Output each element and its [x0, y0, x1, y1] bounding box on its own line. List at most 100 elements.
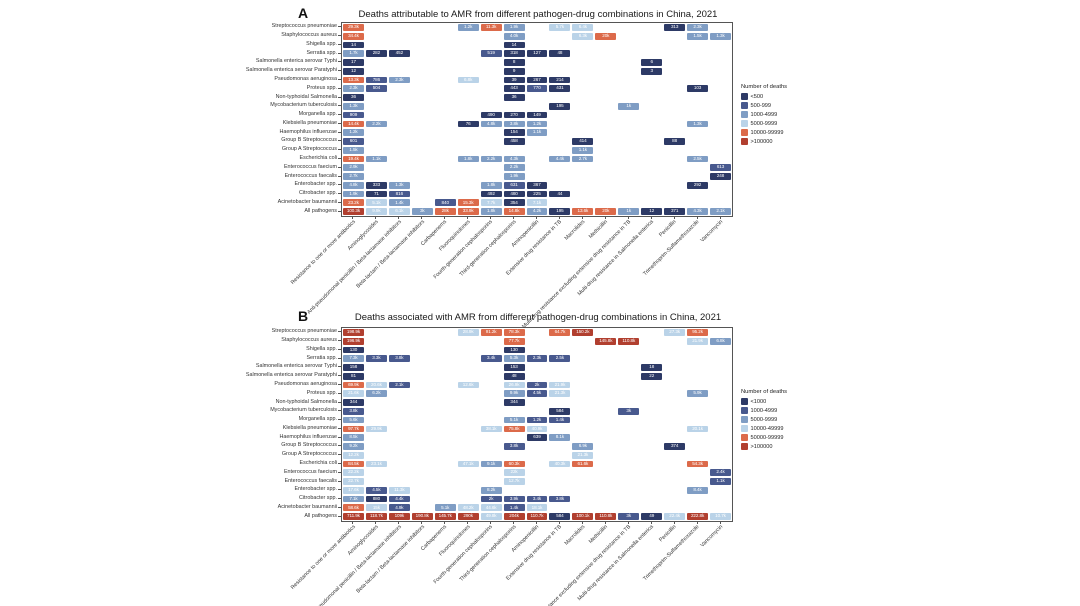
heatmap-cell: 17.6k	[343, 486, 364, 494]
heatmap-cell: 367	[526, 181, 548, 189]
heatmap-cell: 2.9k	[343, 164, 364, 172]
row-label: All pathogens	[304, 512, 337, 519]
x-axis-tick	[467, 216, 468, 219]
heatmap-cell: 34.4k	[343, 32, 364, 40]
heatmap-cell: 12.7k	[503, 478, 525, 485]
heatmap-cell: 4.4k	[388, 495, 410, 503]
row-label: Group A Streptococcus	[281, 451, 337, 458]
heatmap-cell: 290k	[457, 513, 479, 520]
heatmap-panel-a: 29.3k 1.2k 11.3k 1.9k 5.7k 6.4k 313 2.3k 34.4k 4.…	[341, 22, 733, 217]
heatmap-cell: 1.5k	[343, 146, 364, 154]
y-axis-tick	[338, 462, 341, 464]
heatmap-cell: 770	[526, 85, 548, 93]
y-axis-tick	[338, 175, 341, 177]
y-axis-tick	[338, 105, 341, 106]
row-label: Citrobacter spp.	[298, 190, 337, 197]
legend-swatch	[741, 416, 748, 423]
legend-swatch	[741, 425, 748, 432]
row-label: Shigella spp.	[306, 345, 337, 352]
heatmap-cell: 22k	[503, 469, 525, 477]
x-axis-tick	[650, 216, 652, 219]
legend-label: 10000-99999	[750, 129, 784, 136]
row-label: Morganella spp.	[298, 416, 337, 423]
y-axis-tick	[338, 340, 341, 341]
heatmap-cell: 61.6k	[572, 460, 594, 468]
y-axis-tick	[338, 419, 341, 420]
y-axis-tick	[338, 122, 341, 124]
heatmap-cell: 36	[343, 94, 364, 101]
heatmap-cell: 490	[480, 111, 502, 119]
heatmap-cell: 2.7k	[572, 155, 594, 163]
y-axis-tick	[338, 79, 341, 80]
y-axis-tick	[338, 35, 341, 36]
heatmap-cell: 1.9k	[343, 190, 364, 198]
heatmap-cell: 3.8k	[549, 495, 571, 503]
legend-entry: 1000-4999	[741, 110, 787, 119]
heatmap-cell: 1.4k	[549, 416, 571, 424]
heatmap-cell: 100.1k	[572, 513, 594, 520]
legend-panel-a: Number of deaths <500 500-999 1000-4999 500…	[741, 84, 787, 146]
x-axis-tick	[375, 521, 376, 524]
heatmap-cell: 3.8k	[503, 443, 525, 450]
x-axis-tick	[490, 521, 491, 524]
heatmap-cell: 2.2k	[480, 155, 502, 163]
heatmap-cell: 7.3k	[343, 355, 364, 363]
legend-entry: 5000-9999	[741, 119, 787, 128]
row-label: Serratia spp.	[306, 49, 337, 56]
heatmap-cell: 195	[549, 208, 571, 215]
heatmap-cell: 4.0k	[503, 32, 525, 40]
legend-entry: <500	[741, 92, 787, 101]
heatmap-cell: 9.1k	[480, 460, 502, 468]
heatmap-cell: 69.9k	[343, 381, 364, 389]
legend-swatch	[741, 120, 748, 127]
heatmap-cell: 204k	[503, 513, 525, 520]
row-label: Mycobacterium tuberculosis	[270, 407, 337, 414]
row-label: Salmonella enterica serovar Paratyphi	[245, 372, 337, 379]
heatmap-cell: 222.8k	[687, 513, 709, 520]
y-axis-tick	[338, 201, 341, 203]
heatmap-cell: 103	[687, 85, 709, 93]
heatmap-cell: 2.4k	[710, 469, 731, 477]
heatmap-cell: 145.7k	[434, 513, 456, 520]
heatmap-cell: 48.2k	[457, 504, 479, 512]
y-axis-tick	[338, 384, 341, 385]
heatmap-cell: 12.6k	[457, 381, 479, 389]
heatmap-cell: 78.3k	[503, 329, 525, 336]
heatmap-cell: 371	[664, 208, 686, 215]
y-axis-tick	[338, 489, 341, 490]
y-axis-tick	[338, 149, 341, 150]
heatmap-cell: 76	[457, 120, 479, 128]
heatmap-cell: 4.9k	[388, 504, 410, 512]
y-axis-tick	[338, 410, 341, 411]
row-label: Citrobacter spp.	[298, 495, 337, 502]
x-axis-tick	[352, 216, 353, 219]
legend-swatch	[741, 443, 748, 450]
legend-entry: 10000-49999	[741, 424, 787, 433]
heatmap-cell: 6.9k	[572, 443, 594, 450]
heatmap-cell: 1.8k	[480, 181, 502, 189]
panel-a-title: Deaths attributable to AMR from differen…	[358, 9, 718, 20]
legend-label: 50000-99999	[750, 434, 784, 441]
row-label: Enterococcus faecium	[283, 163, 337, 170]
heatmap-cell: 12.2k	[343, 451, 364, 459]
heatmap-cell: 2.1k	[710, 208, 731, 215]
heatmap-cell: 354	[503, 199, 525, 207]
heatmap-cell: 8	[503, 59, 525, 66]
heatmap-cell: 145.8k	[595, 337, 617, 345]
y-axis-tick	[338, 436, 341, 438]
legend-swatch	[741, 102, 748, 109]
heatmap-cell: 5.1k	[434, 504, 456, 512]
heatmap-cell: 4.3k	[687, 208, 709, 215]
heatmap-cell: 1.9k	[503, 173, 525, 180]
heatmap-cell: 6.1k	[388, 208, 410, 215]
heatmap-cell: 84.5k	[343, 460, 364, 468]
row-label: Enterobacter spp.	[294, 181, 337, 188]
heatmap-cell: 14.8k	[503, 208, 525, 215]
y-axis-tick	[338, 445, 341, 446]
heatmap-cell: 3.8k	[388, 355, 410, 363]
heatmap-cell: 8.1k	[549, 434, 571, 442]
heatmap-cell: 214	[549, 76, 571, 84]
x-axis-tick	[421, 521, 422, 524]
legend-label: 1000-4999	[750, 111, 778, 118]
heatmap-cell: 38.1k	[480, 425, 502, 433]
